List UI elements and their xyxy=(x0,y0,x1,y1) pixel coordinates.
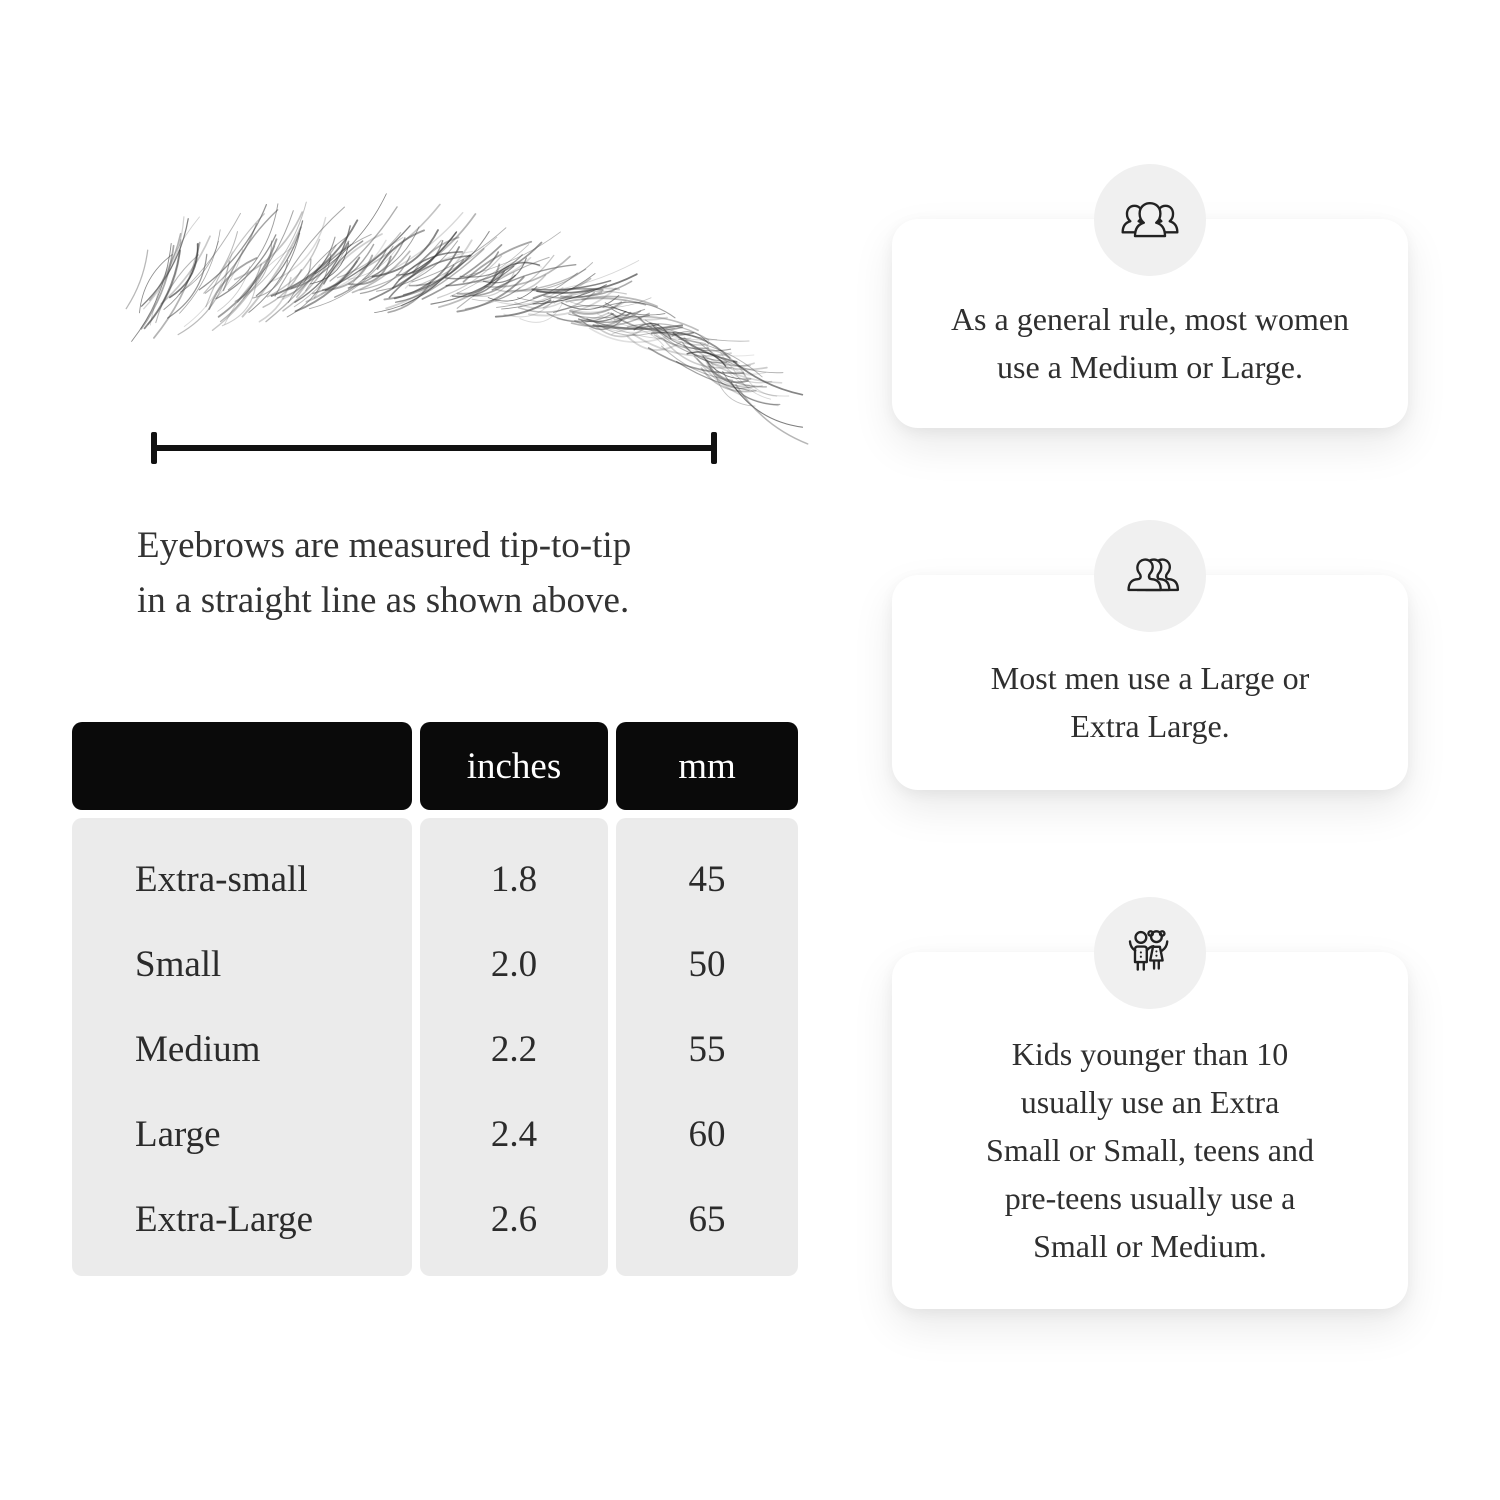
table-column-mm: 45 50 55 60 65 xyxy=(616,818,798,1276)
eyebrow-illustration xyxy=(112,193,809,446)
table-cell-mm: 65 xyxy=(688,1199,726,1240)
card-kids: Kids younger than 10 usually use an Extra… xyxy=(892,897,1408,1309)
table-cell-inches: 2.2 xyxy=(490,1029,538,1070)
text-line: Small or Small, teens and xyxy=(986,1131,1314,1168)
table-cell-inches: 2.6 xyxy=(490,1199,538,1240)
table-cell-label: Small xyxy=(135,944,222,985)
text-line: Eyebrows are measured tip-to-tip xyxy=(137,525,632,566)
measurement-caption: Eyebrows are measured tip-to-tip in a str… xyxy=(137,518,631,628)
table-cell-mm: 50 xyxy=(688,944,726,985)
text-line: usually use an Extra xyxy=(1020,1083,1280,1120)
table-body: Extra-small Small Medium Large Extra-Large 1… xyxy=(72,818,798,1276)
table-cell-label: Medium xyxy=(135,1029,261,1070)
table-header-row: inches mm xyxy=(72,722,798,810)
table-header-size xyxy=(72,722,412,810)
table-cell-inches: 2.0 xyxy=(490,944,538,985)
size-table: inches mm Extra-small Small Medium Large Ext… xyxy=(72,722,798,1276)
table-cell-inches: 1.8 xyxy=(490,859,538,900)
text-line: in a straight line as shown above. xyxy=(137,580,630,621)
table-cell-mm: 60 xyxy=(688,1114,726,1155)
table-header-inches: inches xyxy=(420,722,608,810)
card-men: Most men use a Large or Extra Large. xyxy=(892,520,1408,790)
men-group-icon xyxy=(1094,520,1206,632)
card-kids-text: Kids younger than 10 usually use an Extra… xyxy=(986,992,1314,1270)
text-line: Most men use a Large or xyxy=(990,659,1310,696)
card-women-text: As a general rule, most women use a Mediu… xyxy=(951,257,1349,391)
table-column-inches: 1.8 2.0 2.2 2.4 2.6 xyxy=(420,818,608,1276)
text-line: Kids younger than 10 xyxy=(1011,1035,1289,1072)
card-women: As a general rule, most women use a Mediu… xyxy=(892,164,1408,428)
measurement-bar xyxy=(151,445,717,451)
text-line: As a general rule, most women xyxy=(950,300,1350,337)
text-line: Extra Large. xyxy=(1070,707,1230,744)
women-group-icon xyxy=(1094,164,1206,276)
text-line: Small or Medium. xyxy=(1033,1227,1267,1264)
measurement-right-tick xyxy=(711,432,717,464)
table-header-mm: mm xyxy=(616,722,798,810)
table-cell-label: Extra-small xyxy=(135,859,308,900)
table-cell-inches: 2.4 xyxy=(490,1114,538,1155)
eyebrow-sketch xyxy=(125,193,809,445)
text-line: pre-teens usually use a xyxy=(1004,1179,1296,1216)
table-column-sizes: Extra-small Small Medium Large Extra-Large xyxy=(72,818,412,1276)
card-men-text: Most men use a Large or Extra Large. xyxy=(991,616,1309,750)
kids-icon xyxy=(1094,897,1206,1009)
table-cell-mm: 55 xyxy=(688,1029,726,1070)
table-cell-label: Large xyxy=(135,1114,221,1155)
table-cell-mm: 45 xyxy=(688,859,726,900)
table-cell-label: Extra-Large xyxy=(135,1199,314,1240)
text-line: use a Medium or Large. xyxy=(997,348,1303,385)
measurement-line xyxy=(151,432,717,464)
